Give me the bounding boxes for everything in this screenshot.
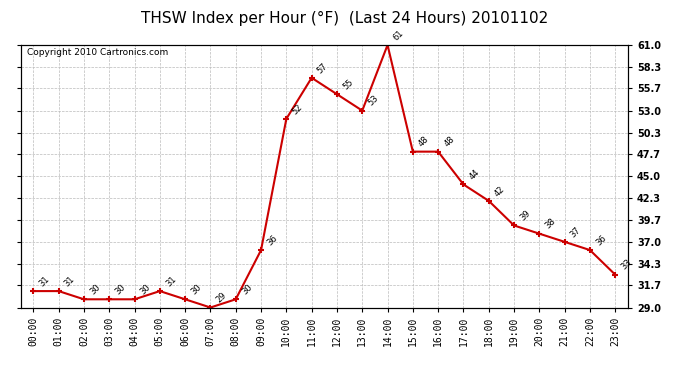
- Text: 53: 53: [366, 94, 380, 108]
- Text: 36: 36: [265, 233, 279, 247]
- Text: 31: 31: [63, 274, 77, 288]
- Text: 61: 61: [392, 28, 406, 42]
- Text: 33: 33: [620, 258, 633, 272]
- Text: 37: 37: [569, 225, 583, 239]
- Text: 38: 38: [544, 217, 558, 231]
- Text: 36: 36: [594, 233, 608, 247]
- Text: 48: 48: [442, 135, 456, 149]
- Text: THSW Index per Hour (°F)  (Last 24 Hours) 20101102: THSW Index per Hour (°F) (Last 24 Hours)…: [141, 11, 549, 26]
- Text: 30: 30: [113, 283, 127, 297]
- Text: 44: 44: [468, 168, 482, 182]
- Text: 31: 31: [37, 274, 51, 288]
- Text: 30: 30: [88, 283, 102, 297]
- Text: 42: 42: [493, 184, 506, 198]
- Text: 55: 55: [341, 78, 355, 92]
- Text: 57: 57: [316, 61, 330, 75]
- Text: 29: 29: [215, 291, 228, 305]
- Text: 52: 52: [290, 102, 304, 116]
- Text: 30: 30: [139, 283, 152, 297]
- Text: 31: 31: [164, 274, 178, 288]
- Text: 30: 30: [189, 283, 203, 297]
- Text: 39: 39: [518, 209, 532, 223]
- Text: 48: 48: [417, 135, 431, 149]
- Text: Copyright 2010 Cartronics.com: Copyright 2010 Cartronics.com: [27, 48, 168, 57]
- Text: 30: 30: [240, 283, 254, 297]
